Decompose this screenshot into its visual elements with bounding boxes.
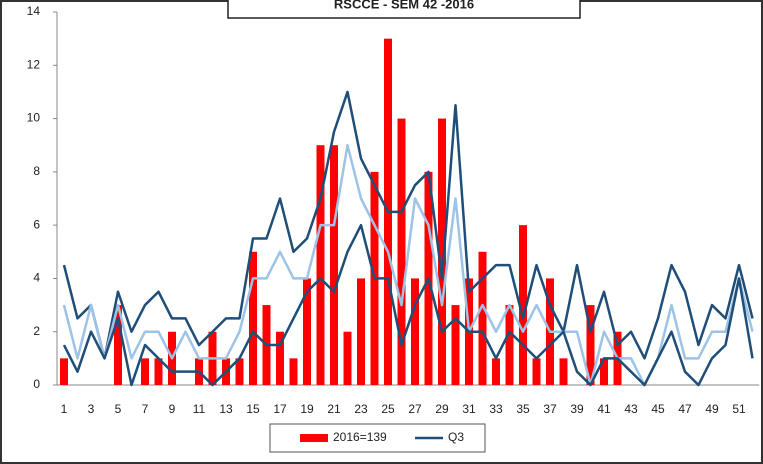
x-tick-label: 47 xyxy=(678,402,692,416)
x-tick-label: 43 xyxy=(624,402,638,416)
bar xyxy=(357,278,365,385)
x-tick-label: 15 xyxy=(246,402,260,416)
y-tick-label: 14 xyxy=(27,4,41,18)
bar xyxy=(397,118,406,386)
x-tick-label: 7 xyxy=(142,402,149,416)
x-tick-label: 33 xyxy=(489,402,503,416)
bar xyxy=(519,225,527,385)
bar xyxy=(600,358,608,385)
bar xyxy=(303,278,311,385)
bar xyxy=(586,305,595,385)
x-tick-label: 17 xyxy=(273,402,287,416)
x-tick-label: 37 xyxy=(543,402,557,416)
x-tick-label: 5 xyxy=(115,402,122,416)
bar xyxy=(411,278,419,385)
bar xyxy=(276,331,284,385)
y-tick-label: 8 xyxy=(33,164,40,178)
legend-label: 2016=139 xyxy=(333,430,387,444)
x-tick-label: 25 xyxy=(381,402,395,416)
x-tick-label: 35 xyxy=(516,402,530,416)
bar xyxy=(532,358,541,385)
x-tick-label: 21 xyxy=(327,402,341,416)
x-tick-label: 49 xyxy=(705,402,719,416)
bar xyxy=(289,358,298,385)
x-tick-label: 23 xyxy=(354,402,368,416)
bar xyxy=(343,331,352,385)
bar xyxy=(451,305,460,385)
x-tick-label: 29 xyxy=(435,402,449,416)
bar xyxy=(154,358,163,385)
y-tick-label: 10 xyxy=(27,111,41,125)
bar xyxy=(60,358,68,385)
bar xyxy=(492,358,500,385)
legend-label: Q3 xyxy=(448,430,464,444)
line xyxy=(62,90,754,360)
y-tick-label: 0 xyxy=(33,377,40,391)
x-tick-label: 31 xyxy=(462,402,476,416)
bar xyxy=(235,358,244,385)
bar xyxy=(478,251,487,385)
line xyxy=(62,143,754,387)
bar xyxy=(114,305,122,385)
x-tick-label: 41 xyxy=(597,402,611,416)
bar xyxy=(249,251,257,385)
legend-swatch xyxy=(300,434,328,442)
bar xyxy=(438,118,446,386)
x-tick-label: 3 xyxy=(88,402,95,416)
y-tick-label: 2 xyxy=(33,324,40,338)
y-tick-label: 4 xyxy=(33,271,40,285)
chart-title: RSCCE - SEM 42 -2016 xyxy=(334,0,474,11)
x-tick-label: 51 xyxy=(732,402,746,416)
x-tick-label: 19 xyxy=(300,402,314,416)
x-tick-label: 45 xyxy=(651,402,665,416)
x-tick-label: 11 xyxy=(193,402,206,416)
bar xyxy=(141,358,149,385)
x-tick-label: 39 xyxy=(570,402,584,416)
x-tick-label: 1 xyxy=(61,402,68,416)
title-box xyxy=(227,0,581,19)
x-tick-label: 9 xyxy=(169,402,176,416)
bar xyxy=(316,145,325,385)
y-tick-label: 6 xyxy=(33,217,40,231)
bar xyxy=(505,305,514,385)
bar xyxy=(559,358,568,385)
line xyxy=(62,223,754,387)
bar xyxy=(330,145,338,385)
x-tick-label: 13 xyxy=(219,402,233,416)
x-tick-label: 27 xyxy=(408,402,422,416)
y-tick-label: 12 xyxy=(27,57,41,71)
